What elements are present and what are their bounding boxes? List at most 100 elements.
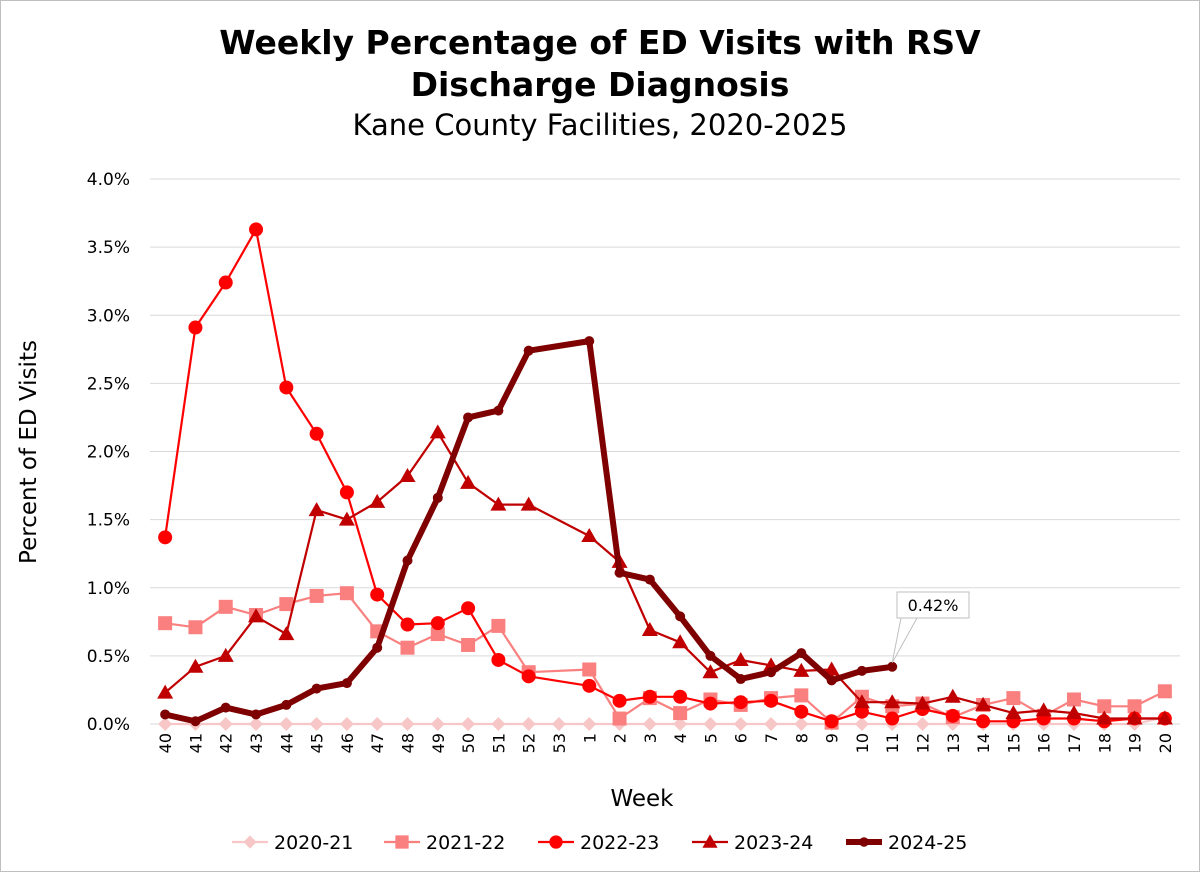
data-point (675, 611, 686, 622)
data-point (158, 530, 173, 545)
data-point (612, 711, 627, 726)
legend: 2020-21 2021-22 2022-23 2023-24 2024-25 (232, 832, 967, 854)
data-point (796, 648, 807, 659)
chart-subtitle: Kane County Facilities, 2020-2025 (352, 108, 848, 142)
legend-item-2023-24: 2023-24 (692, 832, 813, 854)
data-point (341, 678, 352, 689)
x-tick-label: 6 (732, 733, 751, 743)
legend-item-2024-25: 2024-25 (846, 832, 967, 854)
data-point (251, 709, 262, 720)
data-point (673, 706, 688, 721)
x-tick-label: 48 (399, 733, 418, 753)
data-point (432, 492, 443, 503)
data-point (733, 717, 748, 731)
data-point (1006, 691, 1021, 706)
data-point (369, 493, 386, 508)
data-point (521, 717, 536, 731)
series-line (164, 431, 1165, 720)
data-point (461, 717, 476, 731)
data-point (339, 586, 354, 601)
data-point (944, 688, 961, 703)
y-tick-label: 2.5% (87, 374, 130, 394)
data-point (430, 616, 445, 631)
data-point (887, 661, 898, 672)
data-point (1005, 705, 1022, 720)
data-point (975, 696, 992, 711)
data-point (582, 662, 597, 677)
data-point (884, 694, 901, 709)
x-tick-label: 18 (1095, 733, 1114, 753)
data-point (976, 714, 991, 729)
data-point (859, 837, 869, 847)
x-tick-label: 17 (1065, 733, 1084, 753)
data-point (826, 675, 837, 686)
data-point (766, 667, 777, 678)
data-point (399, 468, 416, 483)
data-point (702, 834, 718, 848)
data-point (279, 597, 294, 612)
x-axis-label: Week (610, 786, 674, 812)
data-point (248, 608, 265, 623)
data-point (279, 717, 294, 731)
y-tick-label: 4.0% (87, 170, 130, 190)
data-point (523, 345, 534, 356)
data-point (218, 717, 233, 731)
data-point (641, 621, 658, 636)
data-point (338, 511, 355, 526)
x-tick-label: 40 (156, 733, 175, 753)
data-point (1157, 684, 1172, 699)
data-point (1097, 699, 1112, 714)
x-tick-label: 7 (762, 733, 781, 743)
chart-title-line1: Weekly Percentage of ED Visits with RSV (219, 23, 981, 62)
series-line (165, 716, 1166, 726)
data-point (308, 502, 325, 517)
data-point (339, 485, 354, 500)
chart-title-line2: Discharge Diagnosis (410, 65, 790, 104)
data-point (429, 424, 446, 439)
data-point (854, 717, 869, 731)
x-tick-label: 46 (338, 733, 357, 753)
legend-label: 2023-24 (734, 832, 813, 854)
data-point (914, 695, 931, 710)
y-tick-label: 1.5% (87, 511, 130, 531)
data-point (856, 665, 867, 676)
x-tick-label: 49 (429, 733, 448, 753)
data-point (491, 717, 506, 731)
data-point (187, 658, 204, 673)
series-line (164, 338, 893, 725)
data-point (309, 717, 324, 731)
data-point (157, 684, 174, 699)
x-tick-label: 3 (641, 733, 660, 743)
data-point (158, 616, 173, 631)
legend-label: 2021-22 (426, 832, 505, 854)
data-point (370, 717, 385, 731)
x-tick-label: 1 (580, 733, 599, 743)
x-tick-label: 53 (550, 733, 569, 753)
data-point (794, 717, 809, 731)
annotation-label: 0.42% (908, 596, 959, 615)
legend-item-2020-21: 2020-21 (232, 832, 353, 854)
legend-label: 2024-25 (888, 832, 967, 854)
data-point (584, 336, 595, 347)
y-axis-tick-labels: 0.0% 0.5% 1.0% 1.5% 2.0% 2.5% 3.0% 3.5% 4.0% (87, 170, 130, 735)
x-tick-label: 20 (1156, 733, 1175, 753)
x-axis-tick-labels: 40 41 42 43 44 45 46 47 48 49 50 51 52 53 1 2 3 4 5 6 7 8 9 10 1… (156, 733, 1175, 753)
y-tick-label: 3.5% (87, 238, 130, 258)
x-tick-label: 11 (883, 733, 902, 753)
data-point (339, 717, 354, 731)
x-tick-label: 5 (701, 733, 720, 743)
data-point (614, 567, 625, 578)
data-point (402, 555, 413, 566)
data-point (1065, 705, 1082, 720)
x-tick-label: 41 (186, 733, 205, 753)
data-point (672, 634, 689, 649)
data-point (549, 835, 563, 849)
data-point (395, 835, 409, 849)
data-point (217, 647, 234, 662)
x-tick-label: 15 (1004, 733, 1023, 753)
data-point (644, 574, 655, 585)
data-point (1096, 710, 1113, 725)
data-point (1156, 710, 1173, 725)
x-tick-label: 52 (520, 733, 539, 753)
